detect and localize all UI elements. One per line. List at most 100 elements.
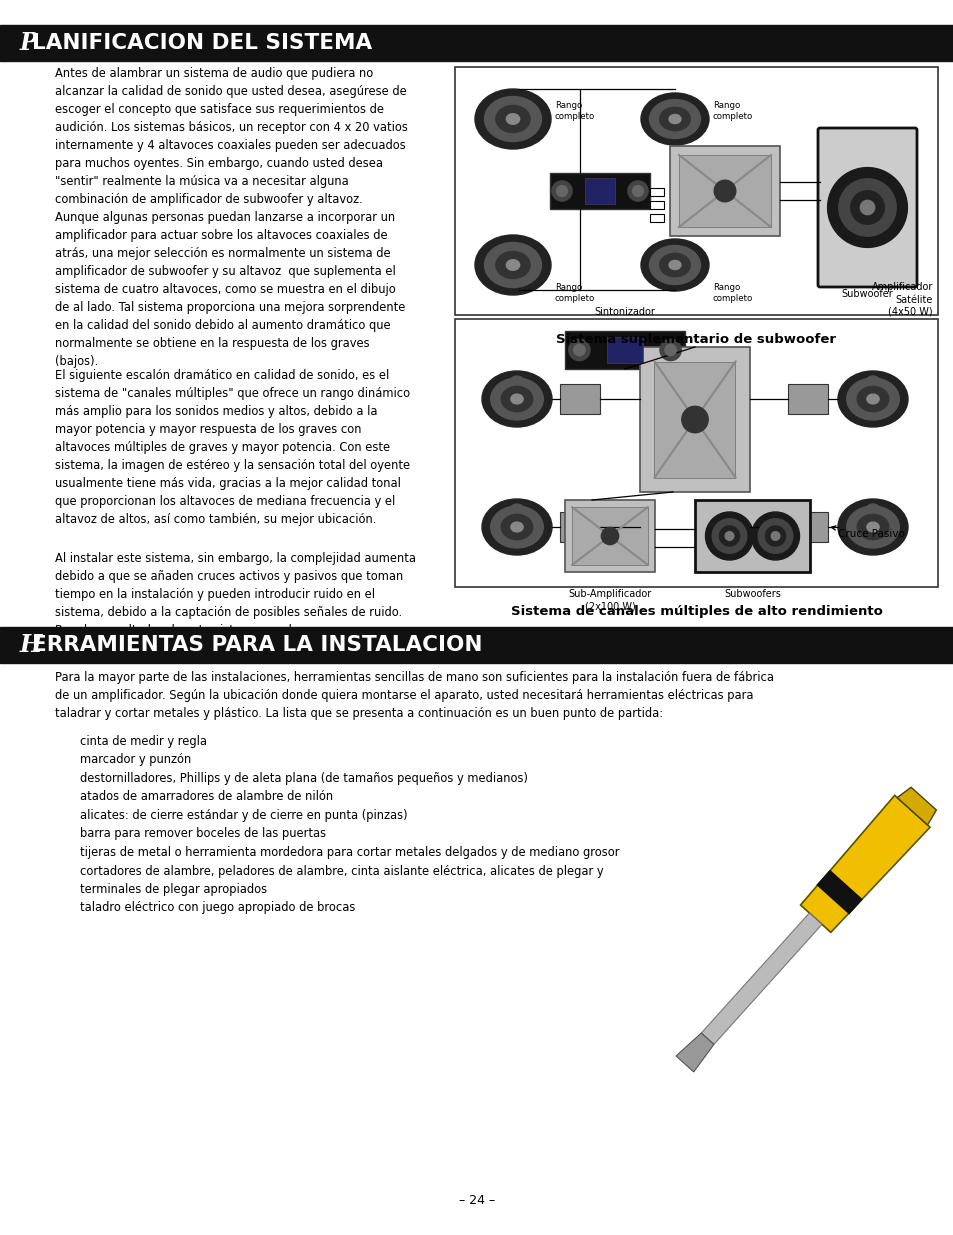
Text: Sub-Amplificador
(2x100 W): Sub-Amplificador (2x100 W)	[568, 589, 651, 611]
Polygon shape	[700, 913, 821, 1045]
Text: tijeras de metal o herramienta mordedora para cortar metales delgados y de media: tijeras de metal o herramienta mordedora…	[80, 846, 618, 860]
Ellipse shape	[496, 252, 530, 279]
Circle shape	[719, 526, 739, 546]
Ellipse shape	[659, 107, 690, 131]
Circle shape	[714, 180, 735, 201]
Ellipse shape	[649, 246, 700, 284]
Bar	[564, 331, 684, 369]
Text: cinta de medir y regla: cinta de medir y regla	[80, 735, 207, 748]
Bar	[0, 25, 953, 61]
Circle shape	[552, 180, 572, 201]
Circle shape	[509, 504, 524, 520]
Circle shape	[627, 180, 647, 201]
Bar	[649, 201, 663, 209]
Text: Rango
completo: Rango completo	[555, 101, 595, 121]
Circle shape	[681, 406, 707, 432]
Circle shape	[659, 340, 680, 361]
Bar	[559, 513, 599, 542]
Text: Rango
completo: Rango completo	[712, 283, 753, 303]
Ellipse shape	[500, 387, 532, 411]
Circle shape	[573, 345, 584, 356]
Bar	[654, 362, 735, 478]
Ellipse shape	[649, 100, 700, 138]
Ellipse shape	[866, 394, 879, 404]
Bar	[787, 384, 827, 414]
Circle shape	[705, 513, 753, 559]
Text: cortadores de alambre, peladores de alambre, cinta aislante eléctrica, alicates : cortadores de alambre, peladores de alam…	[80, 864, 603, 878]
Bar	[679, 156, 770, 227]
Text: Sintonizador: Sintonizador	[594, 308, 655, 317]
Circle shape	[556, 185, 567, 196]
Circle shape	[860, 200, 874, 215]
Text: – 24 –: – 24 –	[458, 1194, 495, 1207]
Circle shape	[568, 340, 589, 361]
Circle shape	[864, 504, 880, 520]
Text: LANIFICACION DEL SISTEMA: LANIFICACION DEL SISTEMA	[32, 33, 372, 53]
Ellipse shape	[484, 242, 541, 288]
Text: El siguiente escalón dramático en calidad de sonido, es el
sistema de "canales m: El siguiente escalón dramático en calida…	[55, 369, 410, 526]
Circle shape	[827, 168, 906, 247]
Ellipse shape	[857, 387, 888, 411]
Bar	[787, 513, 827, 542]
Ellipse shape	[484, 96, 541, 142]
Ellipse shape	[659, 253, 690, 277]
Bar	[550, 173, 649, 209]
Ellipse shape	[837, 499, 907, 555]
Polygon shape	[896, 787, 936, 825]
Ellipse shape	[846, 506, 899, 548]
Bar	[649, 188, 663, 196]
Text: marcador y punzón: marcador y punzón	[80, 753, 191, 767]
Text: H: H	[20, 634, 42, 657]
Bar	[669, 146, 780, 236]
Ellipse shape	[668, 115, 680, 124]
Circle shape	[850, 190, 883, 225]
Text: Para la mayor parte de las instalaciones, herramientas sencillas de mano son suf: Para la mayor parte de las instalaciones…	[55, 671, 773, 720]
Bar	[455, 67, 937, 315]
Ellipse shape	[490, 506, 542, 548]
Circle shape	[712, 519, 746, 553]
Polygon shape	[816, 869, 862, 915]
Bar	[572, 508, 647, 564]
Ellipse shape	[846, 378, 899, 420]
Text: Cruce Pasivo: Cruce Pasivo	[831, 526, 904, 538]
Circle shape	[751, 513, 799, 559]
Circle shape	[600, 527, 618, 545]
Ellipse shape	[668, 261, 680, 269]
Text: destornilladores, Phillips y de aleta plana (de tamaños pequeños y medianos): destornilladores, Phillips y de aleta pl…	[80, 772, 527, 785]
Text: Sistema suplementario de subwoofer: Sistema suplementario de subwoofer	[556, 333, 836, 346]
Circle shape	[764, 526, 784, 546]
Text: Al instalar este sistema, sin embargo, la complejidad aumenta
debido a que se añ: Al instalar este sistema, sin embargo, l…	[55, 552, 416, 655]
Ellipse shape	[481, 370, 552, 427]
Ellipse shape	[506, 259, 519, 270]
Bar	[584, 178, 615, 204]
Text: ERRAMIENTAS PARA LA INSTALACION: ERRAMIENTAS PARA LA INSTALACION	[32, 635, 482, 655]
Text: Amplificador
Satélite
(4x50 W): Amplificador Satélite (4x50 W)	[871, 283, 932, 317]
Circle shape	[664, 345, 676, 356]
Text: taladro eléctrico con juego apropiado de brocas: taladro eléctrico con juego apropiado de…	[80, 902, 355, 914]
Circle shape	[838, 179, 895, 236]
Ellipse shape	[496, 105, 530, 132]
Text: barra para remover boceles de las puertas: barra para remover boceles de las puerta…	[80, 827, 326, 841]
Circle shape	[864, 375, 880, 391]
Ellipse shape	[490, 378, 542, 420]
Text: Rango
completo: Rango completo	[712, 101, 753, 121]
Circle shape	[758, 519, 792, 553]
Bar	[455, 319, 937, 587]
Circle shape	[724, 532, 733, 541]
Text: Subwoofers: Subwoofers	[723, 589, 781, 599]
Ellipse shape	[640, 93, 708, 144]
Text: Rango
completo: Rango completo	[555, 283, 595, 303]
Ellipse shape	[511, 394, 522, 404]
Text: terminales de plegar apropiados: terminales de plegar apropiados	[80, 883, 267, 897]
Ellipse shape	[511, 522, 522, 532]
Polygon shape	[676, 1032, 713, 1072]
Bar	[639, 347, 749, 492]
Text: P: P	[20, 31, 38, 56]
FancyBboxPatch shape	[817, 128, 916, 287]
Ellipse shape	[837, 370, 907, 427]
Text: atados de amarradores de alambre de nilón: atados de amarradores de alambre de niló…	[80, 790, 333, 804]
Text: Antes de alambrar un sistema de audio que pudiera no
alcanzar la calidad de soni: Antes de alambrar un sistema de audio qu…	[55, 67, 408, 368]
Text: Subwoofer: Subwoofer	[841, 289, 892, 299]
Bar	[649, 214, 663, 222]
Bar	[606, 337, 642, 363]
